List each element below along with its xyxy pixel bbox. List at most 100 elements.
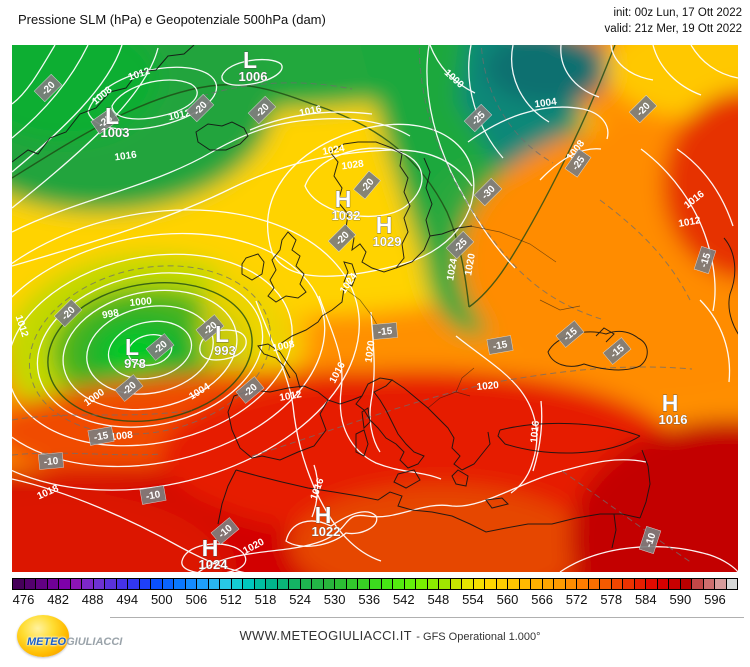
logo-meteo-text: METEO: [27, 636, 67, 648]
colorbar-segment: [162, 579, 175, 589]
colorbar-segment: [231, 579, 244, 589]
colorbar-segment: [358, 579, 370, 589]
colorbar-segment: [427, 579, 440, 589]
temperature-label: -15: [486, 335, 514, 355]
meteogiuliacci-logo: METEOGIULIACCI: [16, 612, 136, 662]
colorbar-tick-label: 554: [462, 592, 484, 607]
colorbar-tick-label: 500: [150, 592, 173, 607]
colorbar-segment: [93, 579, 106, 589]
colorbar-tick-label: 596: [704, 592, 726, 607]
isobar-label: 1020: [463, 252, 478, 276]
colorbar-tick-label: 578: [600, 592, 623, 607]
colorbar-segment: [116, 579, 129, 589]
temperature-label: -25: [564, 148, 592, 178]
temperature-label: -10: [638, 525, 662, 555]
colorbar-segment: [185, 579, 198, 589]
isobar-label: 1008: [271, 339, 295, 354]
isobar-label: 1008: [110, 430, 134, 443]
svg-text:1024: 1024: [199, 557, 229, 572]
svg-text:L: L: [105, 103, 119, 129]
colorbar-tick-label: 572: [565, 592, 588, 607]
colorbar-segment: [554, 579, 566, 589]
temperature-label: -20: [195, 314, 225, 342]
colorbar-segment: [450, 579, 463, 589]
colorbar-segment: [381, 579, 394, 589]
temperature-label: -20: [145, 333, 175, 361]
colorbar-segment: [128, 579, 140, 589]
colorbar-segment: [611, 579, 624, 589]
isobar-label: 1012: [279, 389, 303, 404]
svg-text:-10: -10: [43, 456, 59, 468]
colorbar-segment: [462, 579, 474, 589]
temperature-label: -20: [114, 374, 144, 402]
isobar-label: 1020: [476, 380, 500, 393]
init-time: init: 00z Lun, 17 Ott 2022: [613, 7, 742, 19]
colorbar-tick-label: 590: [669, 592, 692, 607]
colorbar-segment: [669, 579, 681, 589]
colorbar-tick-label: 566: [531, 592, 553, 607]
temperature-label: -25: [90, 107, 120, 135]
isobar-label: 1028: [341, 158, 365, 172]
temperature-label: -20: [185, 93, 215, 123]
colorbar-segment: [151, 579, 163, 589]
temperature-label: -20: [247, 95, 277, 125]
colorbar-segment: [266, 579, 278, 589]
temperature-label: -20: [327, 223, 357, 253]
colorbar-segment: [531, 579, 543, 589]
colorbar-segment: [369, 579, 382, 589]
colorbar-segment: [59, 579, 71, 589]
svg-text:1003: 1003: [101, 125, 130, 140]
temperature-label: -20: [53, 298, 83, 328]
temperature-label: -15: [555, 320, 585, 348]
colorbar-segment: [139, 579, 152, 589]
svg-text:L: L: [243, 47, 257, 73]
colorbar-segment: [646, 579, 658, 589]
colorbar-segment: [588, 579, 601, 589]
svg-text:978: 978: [124, 356, 146, 371]
colorbar-segment: [634, 579, 647, 589]
valid-time: valid: 21z Mer, 19 Ott 2022: [604, 23, 742, 36]
isobar-label: 1024: [445, 257, 460, 281]
colorbar-segment: [105, 579, 117, 589]
colorbar-segment: [623, 579, 635, 589]
colorbar-segment: [404, 579, 417, 589]
svg-text:-15: -15: [698, 251, 713, 269]
colorbar-segment: [519, 579, 532, 589]
colorbar-segment: [657, 579, 670, 589]
colorbar-tick-label: 506: [185, 592, 208, 607]
colorbar-tick-label: 476: [12, 592, 35, 607]
sun-icon: [17, 615, 69, 657]
colorbar-segment: [24, 579, 37, 589]
colorbar-segment: [485, 579, 497, 589]
colorbar-segment: [197, 579, 209, 589]
colorbar-tick-label: 584: [634, 592, 657, 607]
colorbar-segment: [335, 579, 347, 589]
colorbar-segment: [70, 579, 83, 589]
logo-giuliacci-text: GIULIACCI: [66, 636, 123, 648]
temperature-label: -15: [693, 245, 717, 275]
temperature-label: -25: [463, 103, 493, 133]
map-labels: 1012100810121016101610241028100010041008…: [13, 47, 717, 572]
isobar-label: 1016: [298, 104, 322, 119]
temperature-label: -20: [628, 94, 658, 124]
colorbar-segment: [300, 579, 313, 589]
isobar-label: 1004: [534, 96, 558, 110]
temperature-label: -20: [235, 376, 265, 404]
isobar-label: 1024: [322, 143, 346, 158]
svg-text:-15: -15: [492, 339, 509, 352]
colorbar-tick-label: 494: [116, 592, 139, 607]
colorbar-segment: [565, 579, 578, 589]
colorbar-segment: [208, 579, 221, 589]
svg-text:-10: -10: [145, 489, 162, 502]
colorbar-tick-label: 482: [47, 592, 69, 607]
temperature-label: -25: [445, 230, 475, 260]
isobar-label: 1016: [114, 149, 138, 163]
svg-text:-10: -10: [643, 531, 658, 549]
temperature-label: -10: [139, 485, 167, 505]
isobar-label: 998: [101, 308, 120, 322]
